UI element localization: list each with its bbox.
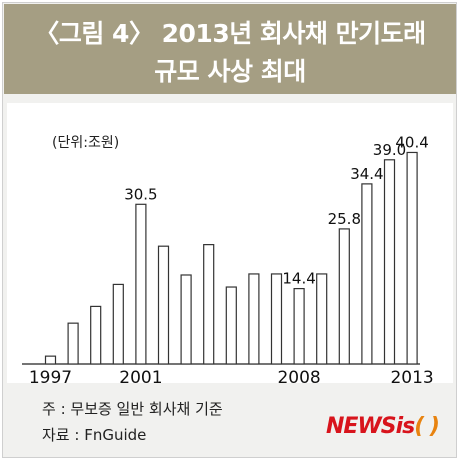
x-tick-1997: 1997	[29, 368, 72, 388]
chart-title-line1: 〈그림 4〉 2013년 회사채 만기도래	[34, 19, 426, 48]
bar-2003	[180, 274, 192, 365]
bar-2012	[383, 159, 396, 365]
bar-2005	[225, 286, 237, 365]
bar-2002	[157, 245, 170, 365]
unit-label: (단위:조원)	[52, 135, 120, 151]
x-tick-2008: 2008	[277, 368, 320, 388]
x-tick-2001: 2001	[119, 368, 162, 388]
bar-2006	[248, 273, 260, 365]
value-label-2001: 30.5	[124, 185, 157, 203]
logo-news: NEWS	[326, 414, 397, 439]
value-label-2011: 34.4	[350, 165, 383, 183]
bar-2001	[135, 203, 147, 365]
bar-1998	[67, 322, 79, 365]
newsis-logo: NEWSis( )	[326, 414, 440, 439]
value-label-2012: 39.0	[373, 141, 406, 159]
chart-header: 〈그림 4〉 2013년 회사채 만기도래 규모 사상 최대	[4, 4, 456, 94]
x-tick-2013: 2013	[390, 368, 433, 388]
bar-2011	[361, 183, 373, 365]
bar-2000	[112, 283, 124, 365]
chart-title-line2: 규모 사상 최대	[154, 57, 306, 86]
value-label-2013: 40.4	[395, 133, 428, 151]
logo-is: is	[395, 414, 416, 439]
bar-1997	[44, 355, 57, 365]
value-label-2008: 14.4	[282, 270, 315, 288]
bar-2008	[293, 288, 305, 365]
footnote: 주 : 무보증 일반 회사채 기준	[42, 400, 223, 418]
bar-2009	[316, 273, 328, 365]
bar-1999	[90, 305, 102, 365]
logo-paren: ( )	[414, 414, 440, 439]
bar-2010	[338, 228, 350, 365]
value-label-2010: 25.8	[328, 210, 361, 228]
source-note: 자료 : FnGuide	[42, 426, 147, 444]
bar-2013	[406, 151, 418, 365]
bar-2004	[203, 244, 215, 365]
bar-2007	[270, 273, 283, 365]
